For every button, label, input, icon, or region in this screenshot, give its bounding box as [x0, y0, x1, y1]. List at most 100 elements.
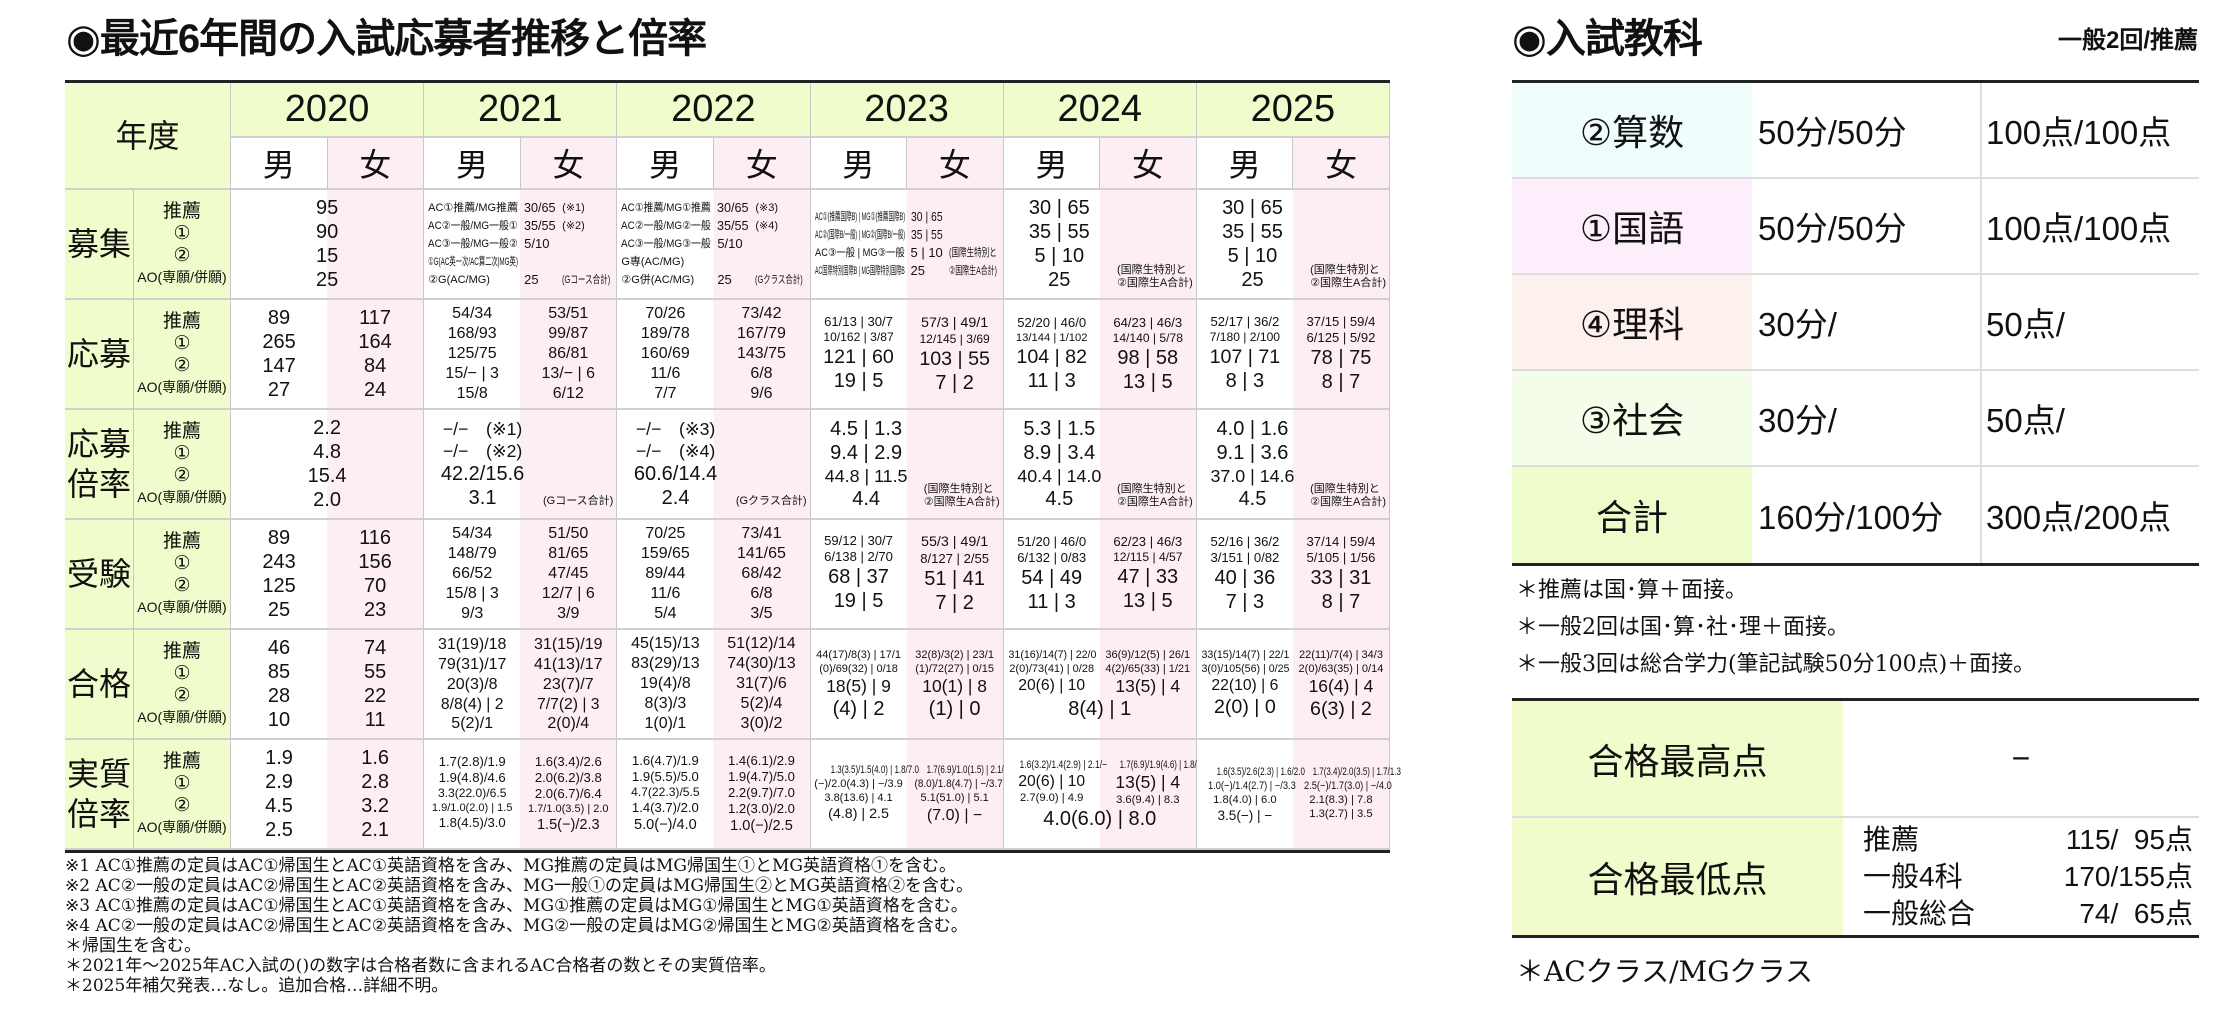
quota-label: G専(AC/MG) — [621, 253, 713, 271]
female-values: 1.4(6.1)/2.9 1.9(4.7)/5.0 2.2(9.7)/7.0 1.2(… — [713, 753, 809, 835]
sublabel: ② — [173, 355, 191, 376]
value-line: 3.1 — [427, 486, 538, 510]
cell-halves: 1.3(3.5)/1.5(4.0) | 1.8/7.0 (−)/2.0(4.3) … — [811, 763, 1014, 825]
value-line: 4.0 | 1.6 — [1200, 417, 1305, 441]
value-line: −/− (※4) — [620, 440, 731, 462]
lowest-score-label: 合格最低点 — [1512, 818, 1843, 935]
quota-value: 35/55 — [524, 217, 558, 235]
value-text: 4.5 — [1238, 488, 1267, 510]
value-line: 81/65 — [523, 544, 613, 564]
value-line: (4) | 2 — [814, 697, 904, 721]
quota-text: (※1) — [562, 202, 585, 214]
female-values: 55/3 | 49/1 8/127 | 2/55 51 | 41 7 | 2 — [907, 533, 1003, 615]
value-line: 62/23 | 46/3 — [1103, 534, 1193, 550]
value-text: 36(9)/12(5) | 26/1 — [1105, 648, 1191, 661]
male-values: 52/17 | 36/2 7/180 | 2/100 107 | 71 8 | 3 — [1197, 314, 1293, 394]
value-line: 36(9)/12(5) | 26/1 — [1103, 648, 1193, 662]
value-text: 3.1 — [468, 487, 497, 509]
quota-text: AC③一般 | MG③一般 — [814, 247, 905, 259]
quota-text: 30/65 — [717, 200, 749, 215]
sublabel: 推薦 — [162, 641, 201, 662]
merged-values: 4.0 | 1.6 9.1 | 3.6 37.0 | 14.6 4.5 — [1197, 417, 1308, 511]
data-cell: 1.9 2.9 4.5 2.5 1.6 2.8 3.2 2.1 — [231, 740, 425, 850]
quota-text: ①G(AC英一次/AC算二次|MG英) — [428, 256, 519, 268]
value-line: 1.3(2.7) | 3.5 — [1296, 807, 1386, 821]
value-line: 3.8(13.6) | 4.1 — [814, 791, 904, 805]
value-text: 10 — [267, 709, 291, 731]
data-cell: 5.3 | 1.5 8.9 | 3.4 40.4 | 14.0 4.5 (国際生特別と … — [1003, 410, 1197, 520]
value-line: 2.2(9.7)/7.0 — [716, 785, 806, 801]
quota-text: 35/55 — [717, 218, 749, 233]
value-line: 1.8(4.5)/3.0 — [427, 815, 517, 831]
value-line: 6/12 — [523, 384, 613, 404]
cell-note: (国際生特別と ②国際生A合計) — [1116, 483, 1193, 508]
cell-halves: 54/34 148/79 66/52 15/8 | 3 9/3 51/50 81/65 47/… — [424, 524, 616, 624]
value-line: 85 — [234, 660, 324, 684]
value-line: 1.7(6.9)/1.9(4.6) | 1.8/3.0 — [1103, 758, 1207, 772]
value-text: 6/125 | 5/92 — [1306, 330, 1376, 345]
merged-values: 30 | 65 35 | 55 5 | 10 25 — [1004, 196, 1115, 292]
data-cell: −/− (※1) −/− (※2) 42.2/15.6 3.1 (Gコース合計) — [424, 410, 618, 520]
quota-label: AC③一般/MG一般② — [428, 235, 520, 253]
value-line: 73/42 — [716, 304, 806, 324]
highest-score-label: 合格最高点 — [1512, 701, 1843, 816]
value-text: 33 | 31 — [1310, 567, 1372, 589]
female-header: 女 — [907, 138, 1004, 190]
value-line: 35 | 55 — [1007, 220, 1112, 244]
sublabel: AO(専願/併願) — [137, 599, 227, 615]
quota-text: AC①推薦/MG①推薦 — [621, 202, 712, 214]
quota-label: AC②一般/MG一般① — [428, 217, 520, 235]
value-line: 6/132 | 0/83 — [1007, 550, 1097, 566]
value-line: 12/145 | 3/69 — [910, 332, 1000, 347]
cell-halves: 70/25 159/65 89/44 11/6 5/4 73/41 141/65 68/42 6… — [617, 524, 809, 624]
value-text: 3/151 | 0/82 — [1210, 550, 1280, 565]
value-line: 1.4(6.1)/2.9 — [716, 753, 806, 769]
value-line: (4.8) | 2.5 — [814, 805, 904, 823]
value-text: 31(7)/6 — [736, 675, 787, 692]
value-line: 4(2)/65(33) | 1/21 — [1103, 662, 1193, 676]
value-line: 73/41 — [716, 524, 806, 544]
value-line: 23 — [330, 598, 420, 622]
value-line: 44.8 | 11.5 — [814, 465, 919, 487]
value-line: 2.5(−)/1.7(3.0) | −/4.0 — [1296, 779, 1392, 793]
value-text: 1.7(2.8)/1.9 — [438, 754, 506, 769]
value-line: 7 | 2 — [910, 371, 1000, 395]
value-line: 11 — [330, 708, 420, 732]
value-line: 13/144 | 1/102 — [1007, 331, 1097, 345]
data-cell: −/− (※3) −/− (※4) 60.6/14.4 2.4 (Gクラス合計) — [617, 410, 811, 520]
scores-table: 合格最高点 − 合格最低点 推薦 115/ 95点 一般4科 170/155点 一般… — [1512, 698, 2199, 938]
value-text: 89 — [267, 307, 291, 329]
row-sublabels: 推薦 ① ② AO(専願/併願) — [134, 410, 231, 520]
value-text: 37.0 | 14.6 — [1210, 466, 1295, 486]
quota-text: G専(AC/MG) — [621, 256, 685, 268]
quota-note — [562, 235, 612, 253]
male-values: 59/12 | 30/7 6/138 | 2/70 68 | 37 19 | 5 — [811, 533, 907, 615]
value-line: 1.6(3.5)/2.6(2.3) | 1.6/2.0 — [1200, 765, 1304, 779]
sublabel: AO(専願/併願) — [137, 709, 227, 725]
value-line: 2.0(6.7)/6.4 — [523, 786, 613, 802]
value-text: 40.4 | 14.0 — [1017, 466, 1102, 486]
value-line: 41(13)/17 — [523, 655, 613, 675]
quota-text: ②国際生A合計) — [948, 265, 997, 277]
sublabel: ① — [173, 223, 191, 244]
sublabel: ① — [173, 333, 191, 354]
value-text: (0)/69(32) | 0/18 — [819, 662, 898, 675]
value-line: 1.9(4.8)/4.6 — [427, 770, 517, 786]
value-line: 2(0)/73(41) | 0/28 — [1007, 662, 1097, 676]
cell-halves: 33(15)/14(7) | 22/1 3(0)/105(56) | 0/25 22… — [1197, 648, 1389, 721]
value-line: 6/125 | 5/92 — [1296, 330, 1386, 346]
value-line: 107 | 71 — [1200, 345, 1290, 369]
value-line: 1.9(4.7)/5.0 — [716, 769, 806, 785]
value-text: 15 — [315, 245, 339, 267]
value-line: 61/13 | 30/7 — [814, 314, 904, 330]
value-line: 164 — [330, 330, 420, 354]
male-values: 51/20 | 46/0 6/132 | 0/83 54 | 49 11 | 3 — [1004, 534, 1100, 614]
data-cell: 1.6(4.7)/1.9 1.9(5.5)/5.0 4.7(22.3)/5.5 1.4… — [617, 740, 811, 850]
value-text: 168/93 — [447, 325, 497, 342]
value-line: 1.6(3.4)/2.6 — [523, 754, 613, 770]
value-line: 3/5 — [716, 604, 806, 624]
value-text: (8.0)/1.8(4.7) | −/3.7 — [914, 778, 1003, 790]
female-values: 37/15 | 59/4 6/125 | 5/92 78 | 75 8 | 7 — [1293, 314, 1389, 394]
value-text: 243 — [262, 551, 296, 573]
value-text: 70/25 — [645, 525, 686, 542]
